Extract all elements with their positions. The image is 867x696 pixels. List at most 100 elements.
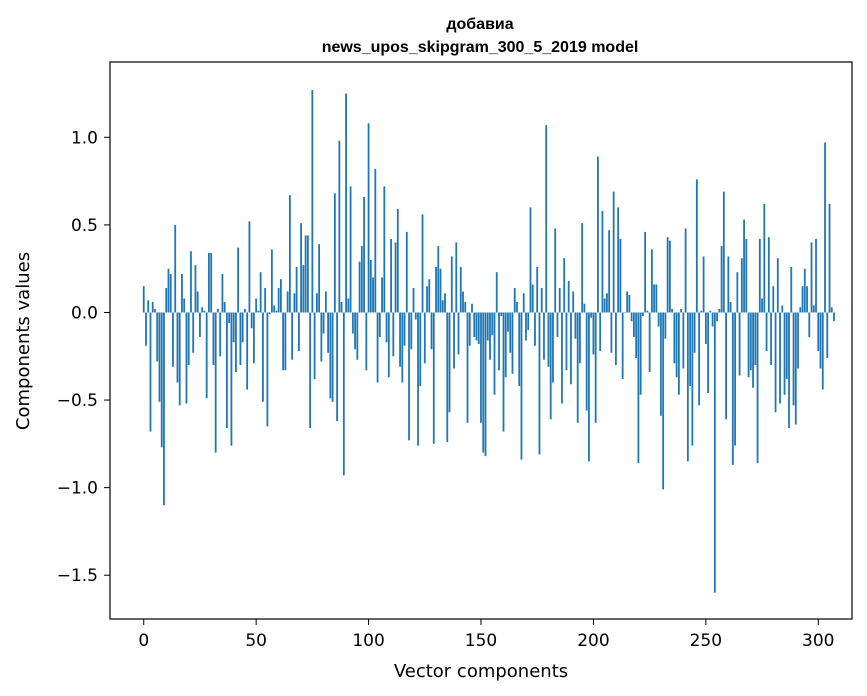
bar <box>806 286 808 313</box>
bar <box>779 312 781 404</box>
bar <box>597 156 599 313</box>
bar <box>185 312 188 404</box>
bar <box>423 312 426 364</box>
bar <box>731 312 734 465</box>
bar <box>673 312 676 364</box>
bar <box>223 301 226 313</box>
bar <box>419 312 422 387</box>
bar <box>340 301 343 313</box>
bar <box>511 312 514 374</box>
bar <box>237 247 240 313</box>
bar <box>199 312 201 337</box>
x-tick-label: 200 <box>577 631 609 651</box>
bar <box>668 240 671 313</box>
bar <box>174 224 177 313</box>
bar <box>579 312 581 364</box>
bar <box>765 312 768 351</box>
bar <box>819 312 822 369</box>
bar <box>376 312 379 383</box>
bar <box>540 287 543 313</box>
y-tick-label: −1.0 <box>57 479 98 499</box>
bar <box>572 291 575 313</box>
bar <box>322 312 325 334</box>
bar <box>536 266 539 313</box>
bar <box>509 312 512 353</box>
bar <box>527 312 530 330</box>
bar <box>570 312 572 385</box>
bar <box>619 238 622 313</box>
chart-subtitle: news_upos_skipgram_300_5_2019 model <box>322 39 639 56</box>
bar <box>385 312 388 343</box>
x-tick-label: 300 <box>802 631 834 651</box>
bar <box>648 312 651 373</box>
bar <box>695 179 698 313</box>
bar <box>556 312 559 337</box>
bar <box>513 287 516 313</box>
bar <box>522 293 525 313</box>
bar <box>468 312 471 346</box>
x-tick-label: 100 <box>352 631 384 651</box>
bar <box>165 287 168 313</box>
bar <box>450 256 453 313</box>
bar <box>259 272 262 313</box>
bar <box>273 305 276 313</box>
bar <box>500 312 503 316</box>
bar <box>158 312 161 402</box>
bar <box>405 231 408 313</box>
bar <box>826 312 829 359</box>
bar <box>369 259 372 313</box>
bar <box>315 293 318 313</box>
bar <box>585 312 588 411</box>
bar <box>711 312 714 327</box>
y-tick-label: 0.5 <box>71 216 98 236</box>
bar <box>783 312 786 395</box>
bar <box>147 300 150 313</box>
bar <box>142 286 145 313</box>
bar <box>412 287 415 313</box>
bar <box>196 291 199 313</box>
bar <box>257 310 260 313</box>
bar <box>156 312 159 362</box>
bar <box>815 238 817 313</box>
bar <box>172 312 174 367</box>
bar <box>246 312 249 390</box>
bar <box>464 301 467 313</box>
bar <box>453 312 455 369</box>
bar <box>435 266 437 313</box>
bar <box>745 238 748 313</box>
bar <box>210 252 213 313</box>
bar <box>462 291 464 313</box>
bar <box>617 207 620 313</box>
bar <box>302 265 305 313</box>
bar <box>538 312 541 455</box>
bar <box>295 266 298 313</box>
bar <box>473 312 476 337</box>
bar <box>329 312 332 399</box>
bar <box>421 214 424 313</box>
bar <box>558 287 561 313</box>
bar <box>756 312 759 464</box>
bar <box>797 312 799 369</box>
axis-ticks: 0 50 100 150 200 250 300 −1.5 −1.0 −0.5 0.0 0.5 1.0 <box>57 128 835 651</box>
bar <box>785 312 788 380</box>
bar <box>792 312 795 406</box>
bar <box>426 286 428 313</box>
bar <box>477 312 480 344</box>
bar <box>268 312 271 315</box>
bar <box>736 272 739 313</box>
bar <box>549 312 552 420</box>
bar <box>270 249 273 313</box>
bar <box>437 245 440 313</box>
bar <box>149 312 152 432</box>
bar <box>767 237 770 313</box>
x-tick-label: 50 <box>245 631 267 651</box>
bar <box>228 312 231 323</box>
bar <box>788 312 790 429</box>
bar <box>372 277 374 313</box>
bar <box>650 249 653 313</box>
bar <box>761 298 763 313</box>
bar <box>226 312 228 429</box>
bar <box>446 312 449 443</box>
bar <box>677 312 680 395</box>
bar <box>205 312 208 399</box>
